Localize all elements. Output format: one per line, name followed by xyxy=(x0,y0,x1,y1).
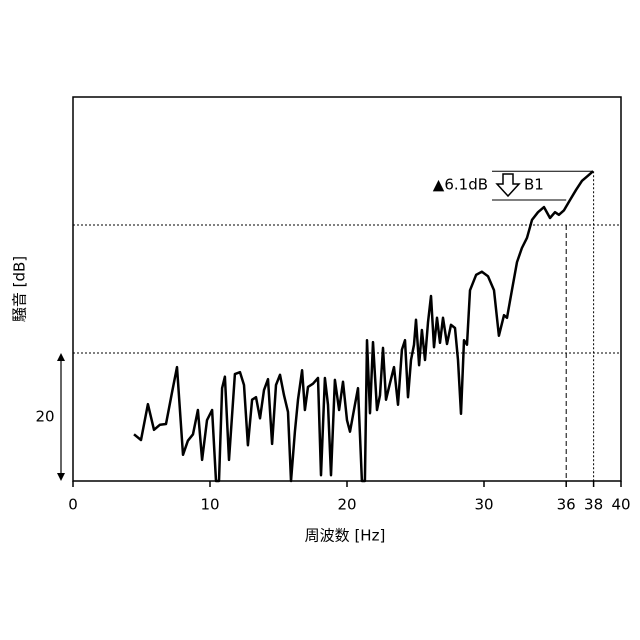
x-tick-label: 10 xyxy=(200,496,219,514)
annotation: ▲6.1dB xyxy=(433,176,488,194)
x-axis-label: 周波数 [Hz] xyxy=(305,527,386,545)
down-arrow xyxy=(497,174,519,196)
x-tick-label: 30 xyxy=(474,496,493,514)
x-tick-label: 40 xyxy=(611,496,630,514)
x-tick-label: 36 xyxy=(557,496,576,514)
x-tick-label: 0 xyxy=(68,496,78,514)
arrow-label: B1 xyxy=(524,176,544,194)
chart: 周波数 [Hz] 騒音 [dB] ▲6.1dB B1 0 10 20 30 36 38 40… xyxy=(0,0,640,640)
scale-bar-label: 20 xyxy=(35,408,54,426)
x-tick-label: 20 xyxy=(337,496,356,514)
x-tick-label: 38 xyxy=(584,496,603,514)
data-line xyxy=(134,171,593,481)
y-axis-label: 騒音 [dB] xyxy=(11,256,29,322)
